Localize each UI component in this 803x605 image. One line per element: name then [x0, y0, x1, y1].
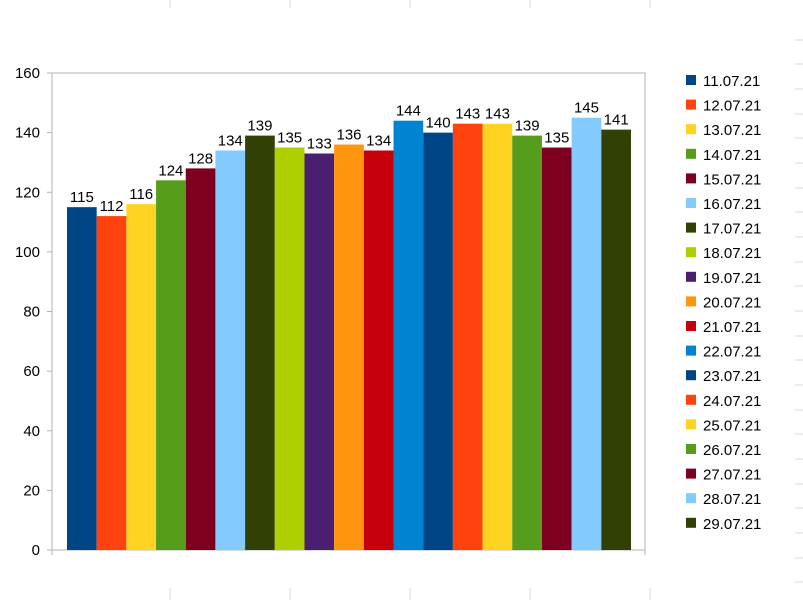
bar-24.07.21: [452, 123, 483, 551]
x-axis: [51, 550, 646, 555]
legend-label-25.07.21: 25.07.21: [703, 417, 761, 434]
bar-12.07.21: [96, 216, 127, 550]
legend-swatch-29.07.21: [686, 517, 696, 528]
legend-swatch-11.07.21: [686, 75, 696, 85]
bar-16.07.21: [215, 150, 246, 550]
legend-swatch-20.07.21: [686, 296, 696, 307]
legend-swatch-17.07.21: [686, 222, 696, 233]
y-tick-label: 120: [15, 184, 40, 201]
y-tick-label: 100: [15, 244, 40, 261]
legend-swatch-19.07.21: [686, 271, 696, 282]
data-label-20.07.21: 136: [336, 127, 361, 144]
legend-label-29.07.21: 29.07.21: [703, 516, 761, 533]
legend-swatch-23.07.21: [686, 370, 696, 381]
y-axis: 0 20 40 60 80 100 120 140 160: [15, 65, 52, 559]
legend-label-26.07.21: 26.07.21: [703, 442, 761, 459]
bar-series-group: [67, 117, 631, 551]
bar-29.07.21: [601, 129, 631, 551]
y-tick-label: 60: [23, 363, 40, 380]
legend-label-28.07.21: 28.07.21: [703, 491, 761, 508]
bar-20.07.21: [334, 144, 364, 551]
data-label-17.07.21: 139: [247, 118, 272, 135]
legend-label-24.07.21: 24.07.21: [703, 393, 761, 410]
legend-label-27.07.21: 27.07.21: [703, 467, 761, 484]
y-tick-label: 40: [23, 423, 40, 440]
bar-15.07.21: [185, 168, 216, 550]
legend-swatch-26.07.21: [686, 444, 696, 454]
bar-11.07.21: [67, 207, 97, 550]
data-label-25.07.21: 143: [485, 106, 510, 123]
legend-swatch-21.07.21: [686, 321, 696, 331]
legend-swatch-22.07.21: [686, 345, 696, 356]
bar-25.07.21: [482, 123, 513, 551]
data-label-18.07.21: 135: [277, 130, 302, 147]
legend-label-18.07.21: 18.07.21: [703, 245, 761, 262]
data-label-26.07.21: 139: [515, 118, 540, 135]
bar-18.07.21: [274, 147, 305, 550]
bar-19.07.21: [304, 153, 335, 550]
data-label-27.07.21: 135: [544, 130, 569, 147]
legend-swatch-12.07.21: [686, 99, 696, 110]
legend-swatch-27.07.21: [686, 468, 696, 479]
legend-label-20.07.21: 20.07.21: [703, 294, 761, 311]
bar-13.07.21: [126, 204, 157, 551]
data-label-11.07.21: 115: [70, 189, 94, 206]
bar-17.07.21: [245, 135, 275, 550]
data-label-13.07.21: 116: [129, 186, 153, 203]
data-label-19.07.21: 133: [307, 135, 332, 152]
legend-label-23.07.21: 23.07.21: [703, 368, 761, 385]
bar-27.07.21: [541, 147, 572, 550]
legend-swatch-25.07.21: [686, 419, 696, 430]
data-label-24.07.21: 143: [455, 106, 480, 123]
data-label-16.07.21: 134: [218, 133, 243, 150]
legend-label-19.07.21: 19.07.21: [703, 270, 761, 287]
bar-21.07.21: [363, 150, 394, 550]
data-label-12.07.21: 112: [100, 198, 124, 215]
y-tick-label: 80: [23, 304, 40, 321]
data-label-22.07.21: 144: [396, 103, 421, 120]
legend-label-13.07.21: 13.07.21: [703, 122, 761, 139]
y-tick-label: 160: [15, 65, 40, 82]
legend-label-14.07.21: 14.07.21: [703, 147, 761, 164]
legend-swatch-28.07.21: [686, 493, 696, 504]
data-label-28.07.21: 145: [574, 100, 599, 117]
legend-swatch-18.07.21: [686, 247, 696, 258]
legend-swatch-14.07.21: [686, 148, 696, 159]
legend-swatch-24.07.21: [686, 394, 696, 405]
y-tick-label: 20: [23, 482, 40, 499]
data-label-14.07.21: 124: [158, 162, 183, 179]
data-label-21.07.21: 134: [366, 133, 391, 150]
bar-23.07.21: [423, 132, 453, 550]
bar-14.07.21: [156, 180, 186, 550]
bar-22.07.21: [393, 120, 424, 550]
legend-label-22.07.21: 22.07.21: [703, 344, 761, 361]
legend-swatch-15.07.21: [686, 173, 696, 184]
legend-swatch-16.07.21: [686, 198, 696, 208]
legend-label-16.07.21: 16.07.21: [703, 196, 761, 213]
data-label-23.07.21: 140: [426, 115, 451, 132]
legend-swatch-13.07.21: [686, 124, 696, 135]
data-label-15.07.21: 128: [188, 150, 213, 167]
data-label-29.07.21: 141: [604, 112, 629, 129]
spreadsheet-grid-lines: [169, 0, 803, 600]
bar-28.07.21: [571, 117, 602, 550]
legend-label-15.07.21: 15.07.21: [703, 171, 761, 188]
legend-label-12.07.21: 12.07.21: [703, 98, 761, 115]
legend-label-21.07.21: 21.07.21: [703, 319, 761, 336]
legend-label-17.07.21: 17.07.21: [703, 221, 761, 238]
y-tick-label: 0: [32, 542, 40, 559]
legend: 11.07.21 12.07.21 13.07.21 14.07.21 15.07.21…: [686, 73, 761, 533]
y-tick-label: 140: [15, 125, 40, 142]
bar-26.07.21: [512, 135, 542, 550]
legend-label-11.07.21: 11.07.21: [703, 73, 760, 90]
